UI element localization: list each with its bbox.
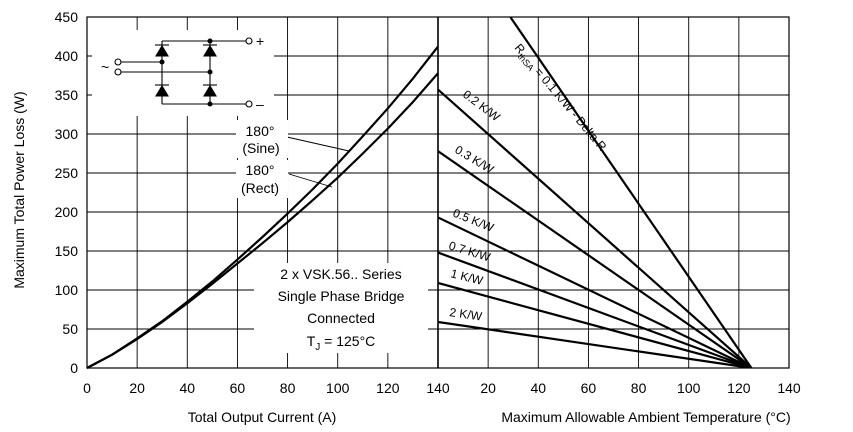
sine-label-line1: 180° — [246, 123, 275, 139]
curve-layer — [86, 17, 753, 369]
terminal-plus — [245, 37, 253, 45]
rth-line-6 — [438, 320, 752, 368]
diode-lower-left-icon — [155, 84, 169, 97]
y-tick-label-250: 250 — [55, 165, 79, 181]
rect-label-line1: 180° — [246, 162, 275, 178]
diode-upper-right-icon — [203, 44, 217, 57]
y-tick-label-300: 300 — [55, 126, 79, 142]
tick-layer: 0 50 100 150 200 250 300 350 400 450 0 20 40 60 80 100 1… — [55, 9, 801, 396]
rth-line-3 — [438, 216, 752, 368]
terminal-minus — [245, 100, 253, 108]
curve-labels: 180° (Sine) 180° (Rect) — [236, 120, 350, 198]
terminal-ac-bottom — [114, 68, 122, 76]
rth-label-0-1: RthSA = 0.1 K/W - Delta R — [510, 41, 609, 155]
tj-prefix: T — [307, 333, 316, 349]
power-loss-curve-rect — [86, 72, 439, 369]
right-x-tick-label-80: 80 — [631, 380, 647, 396]
right-x-tick-label-20: 20 — [480, 380, 496, 396]
y-tick-label-200: 200 — [55, 204, 79, 220]
diode-lower-right-icon — [203, 84, 217, 97]
right-x-tick-label-140: 140 — [777, 380, 801, 396]
y-tick-label-50: 50 — [62, 321, 78, 337]
left-x-tick-label-0: 0 — [83, 380, 91, 396]
annotation-tj: TJ = 125°C — [307, 333, 376, 353]
bridge-schematic — [92, 30, 274, 116]
right-x-tick-label-120: 120 — [727, 380, 751, 396]
rth-label-1: 1 K/W — [449, 266, 485, 288]
y-tick-label-0: 0 — [70, 360, 78, 376]
y-tick-label-350: 350 — [55, 87, 79, 103]
schematic-plus-label: + — [256, 33, 264, 49]
frame-layer — [86, 16, 790, 369]
annotation-line1: 2 x VSK.56.. Series — [280, 266, 401, 282]
left-x-tick-label-20: 20 — [129, 380, 145, 396]
rect-label-line2: (Rect) — [241, 180, 279, 196]
terminal-ac-top — [114, 58, 122, 66]
left-x-axis-title: Total Output Current (A) — [188, 409, 337, 425]
left-x-tick-label-100: 100 — [326, 380, 350, 396]
right-x-tick-label-100: 100 — [677, 380, 701, 396]
left-x-tick-label-140: 140 — [426, 380, 450, 396]
rth-label-2: 2 K/W — [449, 305, 484, 324]
left-x-tick-label-40: 40 — [179, 380, 195, 396]
left-x-tick-label-80: 80 — [280, 380, 296, 396]
rth-line-0 — [508, 17, 753, 368]
annotation-line3: Connected — [307, 310, 375, 326]
annotation-bg — [254, 263, 428, 353]
rth-top-label: = 0.1 K/W - Delta R — [530, 63, 610, 154]
right-x-tick-label-40: 40 — [530, 380, 546, 396]
schematic-bg — [92, 30, 274, 116]
y-tick-label-100: 100 — [55, 282, 79, 298]
schematic-ac-label: ~ — [101, 59, 109, 75]
tj-suffix: = 125°C — [320, 333, 375, 349]
tj-subscript: J — [315, 342, 320, 353]
y-tick-label-400: 400 — [55, 48, 79, 64]
sine-label-bg — [236, 120, 288, 158]
y-tick-label-150: 150 — [55, 243, 79, 259]
rth-label-0-3: 0.3 K/W — [452, 143, 496, 177]
sine-label-line2: (Sine) — [242, 140, 279, 156]
y-tick-label-450: 450 — [55, 9, 79, 25]
rect-leader-line — [288, 173, 333, 188]
annotation-line2: Single Phase Bridge — [278, 288, 405, 304]
rth-label-0-2: 0.2 K/W — [460, 87, 503, 124]
rect-label-bg — [236, 160, 288, 198]
right-x-tick-label-60: 60 — [581, 380, 597, 396]
device-annotation: 2 x VSK.56.. Series Single Phase Bridge … — [254, 263, 428, 353]
junction-dot-ac-right — [207, 69, 213, 75]
diode-upper-left-icon — [155, 44, 169, 57]
rth-line-2 — [438, 150, 753, 368]
right-x-axis-title: Maximum Allowable Ambient Temperature (°… — [501, 409, 790, 425]
junction-dot-bottom — [207, 101, 213, 107]
rth-label-0-5: 0.5 K/W — [451, 206, 496, 235]
rth-line-labels: RthSA = 0.1 K/W - Delta R 0.2 K/W 0.3 K/… — [447, 41, 609, 324]
rth-line-5 — [438, 281, 752, 368]
left-x-tick-label-120: 120 — [376, 380, 400, 396]
rth-label-0-7: 0.7 K/W — [447, 238, 493, 264]
junction-dot-ac-left — [159, 59, 165, 65]
left-x-tick-label-60: 60 — [230, 380, 246, 396]
rth-line-1 — [438, 88, 753, 368]
junction-dot-top — [207, 38, 213, 44]
rth-line-4 — [438, 251, 752, 368]
y-axis-title: Maximum Total Power Loss (W) — [11, 91, 27, 288]
sine-leader-line — [286, 136, 350, 152]
schematic-minus-label: – — [256, 96, 264, 112]
